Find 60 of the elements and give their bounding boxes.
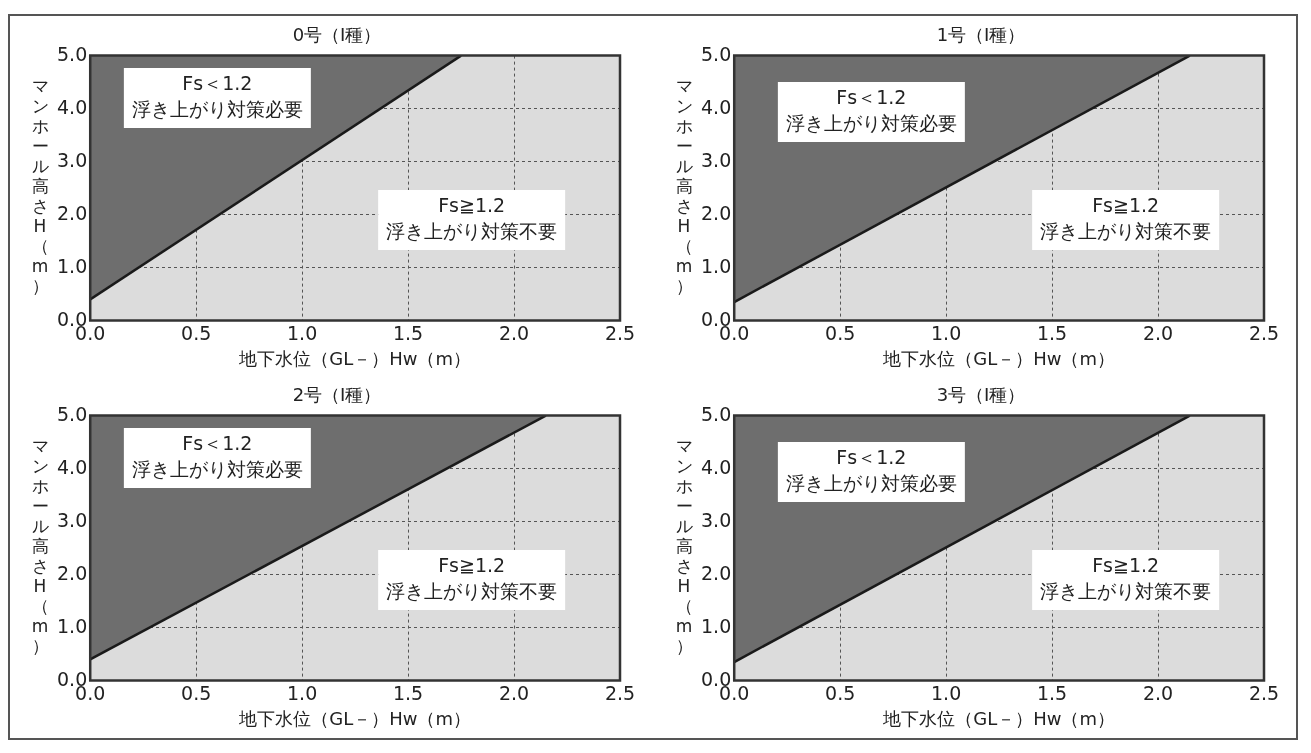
x-tick-label: 1.5 <box>392 681 424 704</box>
x-tick-label: 2.5 <box>604 321 636 344</box>
chart-title: 2号（Ⅰ種） <box>292 384 382 406</box>
y-tick-label: 4.0 <box>701 455 732 478</box>
text: マンホール高さH（m） <box>31 76 49 296</box>
y-tick-label: 4.0 <box>701 95 732 118</box>
text: マンホール高さH（m） <box>31 436 49 656</box>
x-tick-label: 1.0 <box>931 321 962 344</box>
x-axis-title: 地下水位（GL－）Hw（m） <box>238 707 471 729</box>
x-tick-label: 2.5 <box>604 681 636 704</box>
x-tick-label: 0.5 <box>825 681 856 704</box>
y-tick-label: 4.0 <box>57 95 88 118</box>
annotation: Fs≧1.2 浮き上がり対策不要 <box>386 193 558 242</box>
annotation: Fs＜1.2 浮き上がり対策必要 <box>785 445 957 494</box>
y-tick-label: 3.0 <box>57 148 88 171</box>
annotation: Fs＜1.2 浮き上がり対策必要 <box>131 71 303 120</box>
chart-title: 3号（Ⅰ種） <box>936 384 1026 406</box>
text: マンホール高さH（m） <box>675 436 693 656</box>
x-tick-label: 2.0 <box>498 681 530 704</box>
x-tick-label: 2.0 <box>1142 321 1174 344</box>
x-tick-label: 0.5 <box>825 321 856 344</box>
x-tick-label: 1.0 <box>931 681 962 704</box>
annotation: Fs≧1.2 浮き上がり対策不要 <box>386 553 558 602</box>
y-tick-label: 2.0 <box>57 201 88 224</box>
y-tick-label: 1.0 <box>701 254 732 277</box>
y-tick-label: 3.0 <box>701 508 732 531</box>
y-tick-label: 3.0 <box>701 148 732 171</box>
x-tick-label: 1.5 <box>1036 681 1068 704</box>
annotation: Fs＜1.2 浮き上がり対策必要 <box>785 85 957 134</box>
x-tick-label: 0.5 <box>181 681 212 704</box>
x-tick-label: 2.5 <box>1248 321 1280 344</box>
y-tick-label: 3.0 <box>57 508 88 531</box>
x-tick-label: 1.5 <box>1036 321 1068 344</box>
y-tick-label: 4.0 <box>57 455 88 478</box>
x-tick-label: 1.0 <box>287 321 318 344</box>
x-tick-label: 2.5 <box>1248 681 1280 704</box>
x-tick-label: 1.0 <box>287 681 318 704</box>
y-tick-label: 2.0 <box>701 561 732 584</box>
x-axis-title: 地下水位（GL－）Hw（m） <box>238 347 471 369</box>
chart-title: 0号（Ⅰ種） <box>292 24 382 46</box>
chart-title: 1号（Ⅰ種） <box>936 24 1026 46</box>
y-tick-label: 5.0 <box>701 402 732 425</box>
annotation: Fs＜1.2 浮き上がり対策必要 <box>131 431 303 480</box>
annotation: Fs≧1.2 浮き上がり対策不要 <box>1040 193 1212 242</box>
x-tick-label: 1.5 <box>392 321 424 344</box>
y-tick-label: 2.0 <box>57 561 88 584</box>
x-tick-label: 2.0 <box>498 321 530 344</box>
x-tick-label: 2.0 <box>1142 681 1174 704</box>
y-tick-label: 2.0 <box>701 201 732 224</box>
annotation: Fs≧1.2 浮き上がり対策不要 <box>1040 553 1212 602</box>
y-tick-label: 5.0 <box>701 42 732 65</box>
y-tick-label: 5.0 <box>57 42 88 65</box>
y-tick-label: 1.0 <box>57 254 88 277</box>
y-tick-label: 1.0 <box>701 614 732 637</box>
x-axis-title: 地下水位（GL－）Hw（m） <box>882 707 1115 729</box>
y-tick-label: 1.0 <box>57 614 88 637</box>
text: マンホール高さH（m） <box>675 76 693 296</box>
x-tick-label: 0.5 <box>181 321 212 344</box>
y-tick-label: 5.0 <box>57 402 88 425</box>
x-axis-title: 地下水位（GL－）Hw（m） <box>882 347 1115 369</box>
